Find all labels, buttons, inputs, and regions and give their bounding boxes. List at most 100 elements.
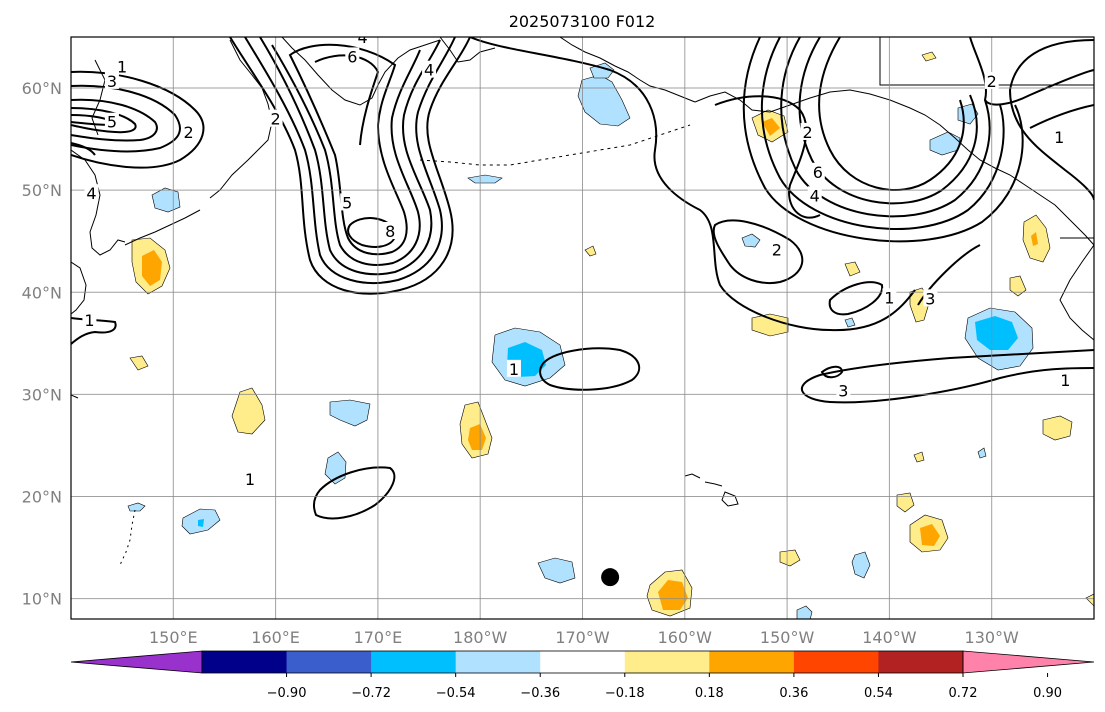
contour-label: 1 [245, 470, 255, 489]
contour-label: 4 [86, 184, 96, 203]
latitude-tick-labels: 10°N 20°N 30°N 40°N 50°N 60°N [22, 79, 62, 609]
shade-pos-blob [913, 451, 925, 463]
shade-neg-blob [467, 174, 503, 184]
coastline-okhotsk-west [71, 149, 126, 256]
contour-label-bg [836, 381, 851, 399]
lon-tick-label: 180°W [453, 628, 508, 647]
contour-line [539, 347, 641, 391]
colorbar-tick-label: −0.36 [520, 686, 560, 701]
colorbar-tick-label: −0.72 [351, 686, 391, 701]
shade-neg-blob [796, 605, 813, 619]
lat-tick-label: 40°N [22, 283, 62, 302]
contour-label-bg [1052, 128, 1067, 146]
contour-label-bg [104, 112, 119, 130]
shade-pos-blob [762, 118, 780, 136]
coastline-alaska-south [694, 89, 1094, 246]
shade-pos-blob [921, 51, 937, 62]
contour-label: 1 [84, 311, 94, 330]
lon-tick-label: 160°W [658, 628, 713, 647]
colorbar-swatch [709, 651, 795, 673]
contour-label-bg [807, 186, 822, 204]
contour-line [312, 466, 396, 520]
contour-line [259, 37, 441, 276]
contour-line [71, 107, 137, 134]
shade-neg-blob [198, 519, 204, 527]
colorbar-tick-label: 0.72 [949, 686, 978, 701]
coastline-bonin [71, 394, 79, 399]
contour-label-bg [810, 162, 825, 180]
contour-line [271, 44, 421, 266]
shade-pos-blob [468, 424, 486, 450]
contour-line [969, 37, 1094, 106]
contour-label: 4 [357, 28, 367, 47]
contour-line [1008, 39, 1094, 201]
colorbar-swatch [540, 651, 626, 673]
contour-label: 5 [107, 113, 117, 132]
lon-tick-label: 170°E [354, 628, 403, 647]
lat-tick-label: 10°N [22, 590, 62, 609]
shade-neg-blob [844, 317, 856, 328]
contour-line [288, 43, 408, 256]
lon-tick-label: 150°W [760, 628, 815, 647]
contour-line [760, 37, 1005, 230]
contour-line [742, 37, 1024, 243]
contour-line [229, 37, 471, 295]
contour-label: 4 [810, 186, 820, 205]
contour-label-bg [506, 359, 521, 377]
colorbar-swatch [371, 651, 457, 673]
contour-label-bg [82, 310, 97, 328]
contour-line [828, 281, 884, 316]
contour-label-bg [383, 222, 398, 239]
contour-label-bg [923, 289, 938, 307]
shade-pos-blob [231, 387, 266, 435]
colorbar-swatch [878, 651, 964, 673]
lat-tick-label: 20°N [22, 487, 62, 506]
contour-label: 1 [884, 288, 894, 307]
contour-label: 4 [424, 61, 434, 80]
storm-center-marker [601, 568, 620, 587]
colorbar-extend-max [962, 650, 1095, 674]
contour-label-bg [1058, 371, 1073, 389]
colorbar-swatch [624, 651, 710, 673]
shade-pos-blob [1031, 232, 1038, 246]
shade-neg-blob [127, 502, 146, 512]
contour-label-bg [882, 288, 897, 306]
contour-line [469, 37, 916, 332]
contour-line [798, 37, 978, 205]
coastline-hawaii [684, 473, 739, 507]
contour-label-bg [345, 47, 360, 65]
lon-tick-label: 160°E [251, 628, 300, 647]
map-frame [70, 36, 1095, 620]
contour-label: 3 [838, 381, 848, 400]
colorbar-outline [201, 650, 964, 674]
coastline-marianas [119, 509, 136, 566]
colorbar-swatch [202, 651, 288, 673]
colorbar-tick-label: 0.90 [1033, 686, 1062, 701]
shade-pos-blob [584, 245, 597, 257]
contour-label: 1 [1060, 371, 1070, 390]
contour-label: 6 [813, 163, 823, 182]
contour-label-bg [181, 122, 196, 140]
shaded-anomaly-layer [127, 51, 1094, 619]
contour-label-bg [355, 37, 370, 45]
contour-label-bg [340, 193, 355, 211]
contour-label-bg [800, 122, 815, 140]
coastline-canada-border [879, 37, 1094, 86]
colorbar-extend-min [70, 650, 203, 674]
contour-label-bg [984, 71, 999, 89]
contour-label: 6 [347, 47, 357, 66]
shade-neg-blob [537, 557, 576, 584]
shade-pos-blob [751, 313, 789, 337]
lat-tick-label: 60°N [22, 79, 62, 98]
contour-line [71, 70, 205, 169]
contour-line [917, 244, 981, 306]
contour-line [244, 37, 456, 284]
coastline-chukotka [439, 37, 496, 63]
coastline-kamchatka [209, 39, 273, 199]
contour-label: 3 [925, 289, 935, 308]
shade-pos-blob [844, 261, 861, 277]
contour-label: 2 [772, 240, 782, 259]
colorbar-swatch [286, 651, 372, 673]
contour-label: 3 [107, 72, 117, 91]
